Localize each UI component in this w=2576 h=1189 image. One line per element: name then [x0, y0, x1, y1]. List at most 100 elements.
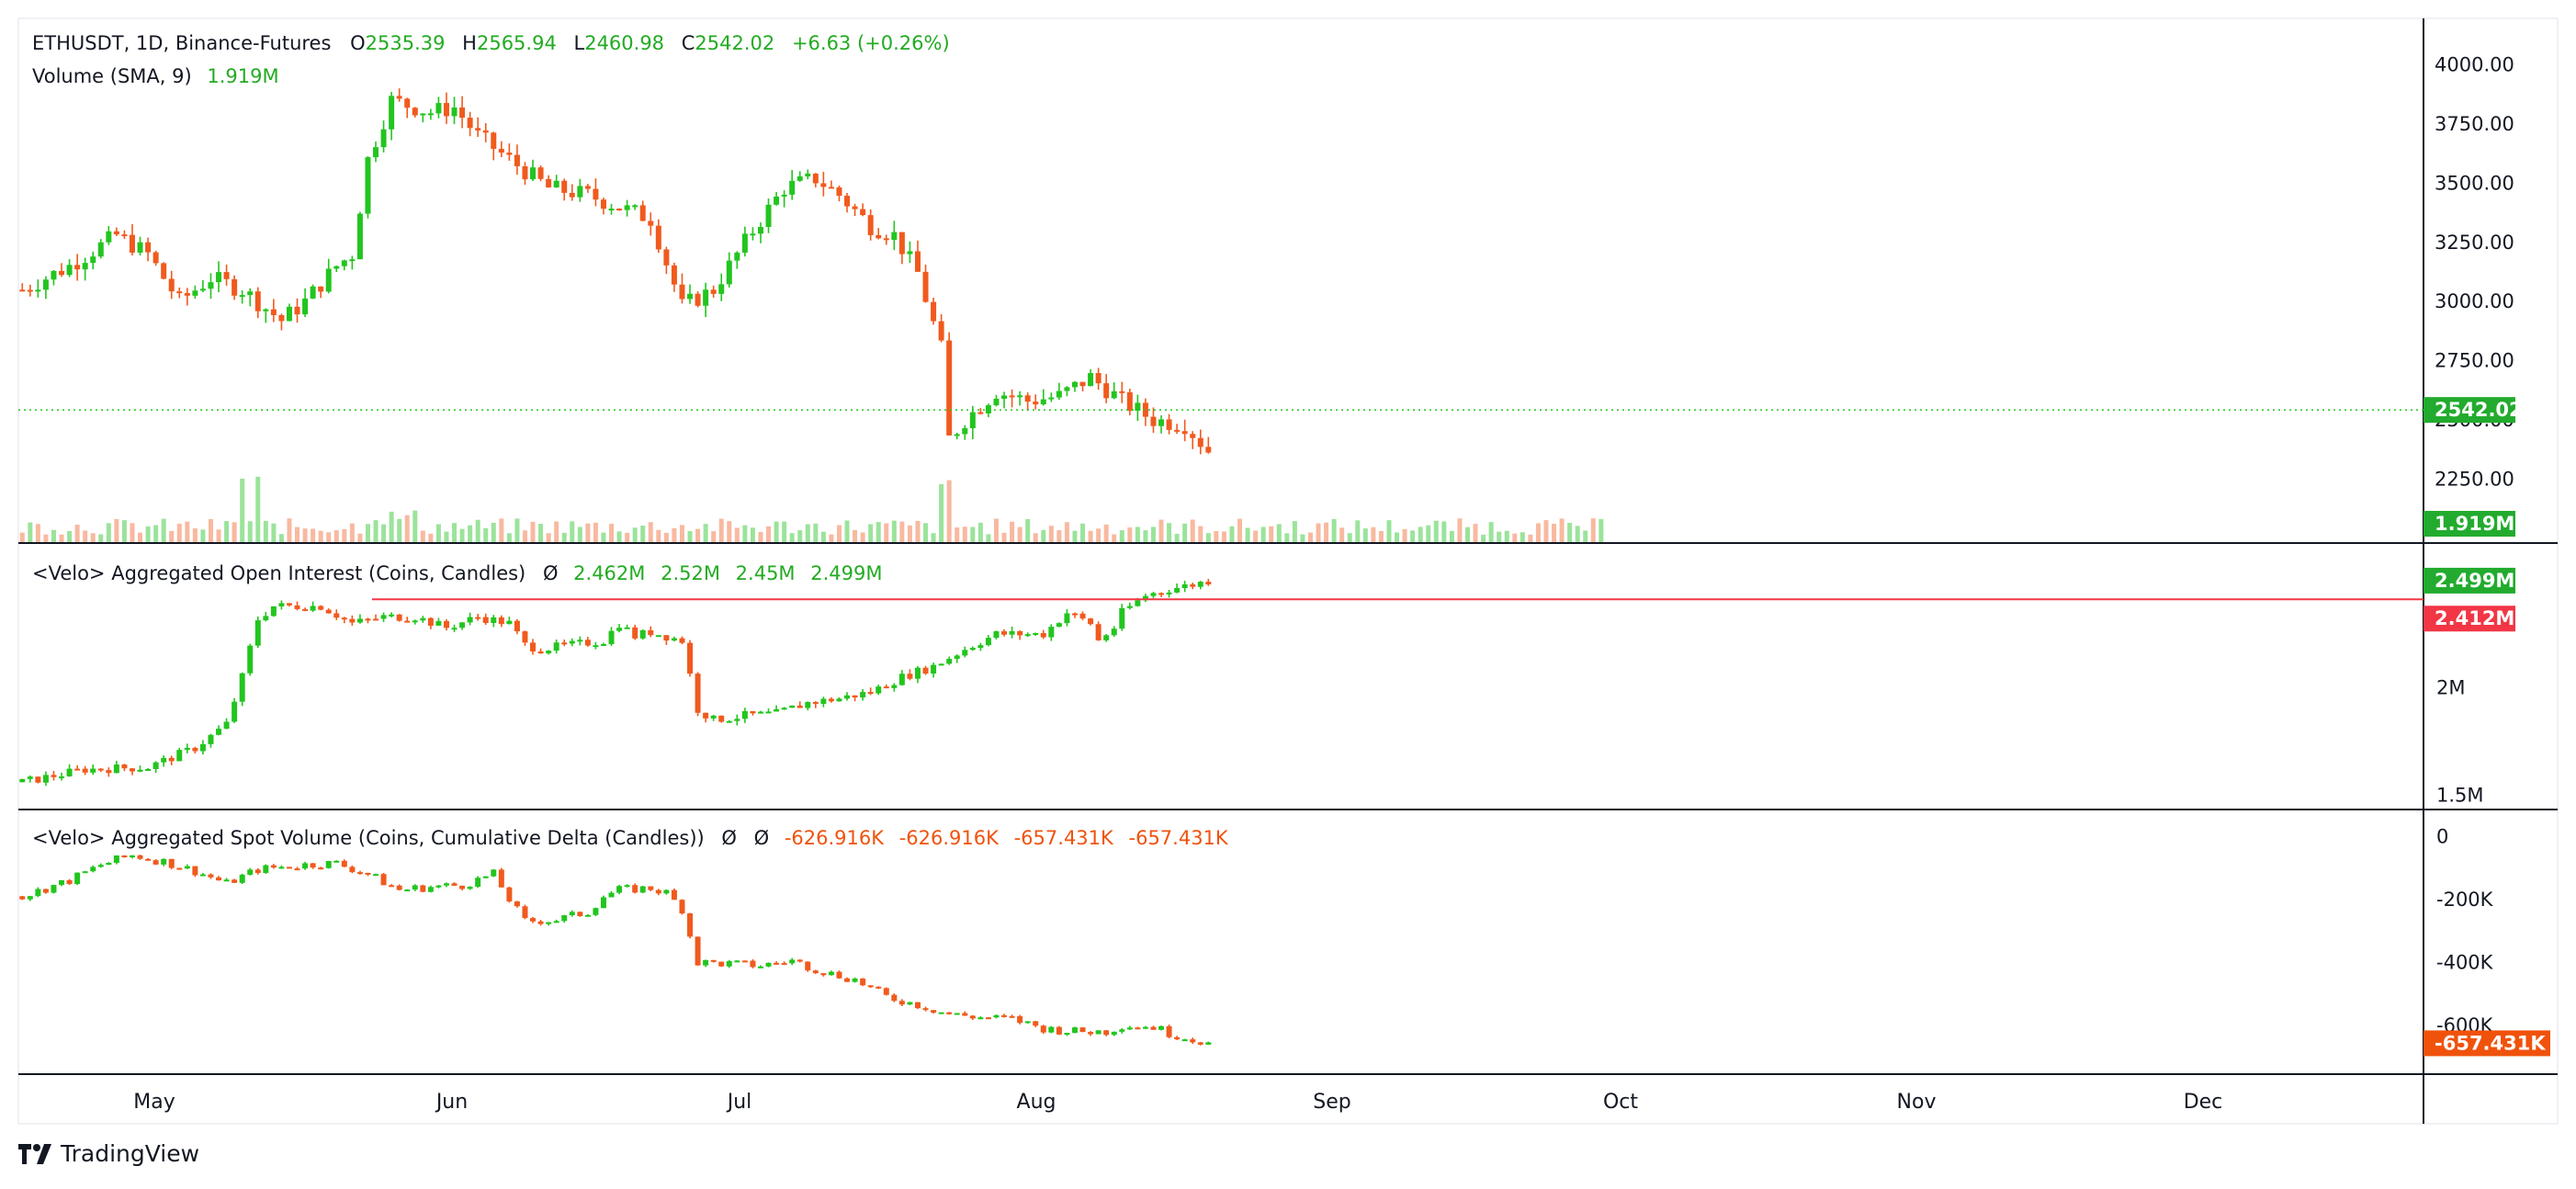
candle-body — [90, 866, 96, 872]
candle-body — [852, 695, 858, 698]
volume-bar — [90, 533, 96, 542]
candle-body — [1197, 437, 1203, 447]
candle-body — [1111, 628, 1117, 636]
candle-body — [860, 979, 866, 986]
volume-bar — [648, 522, 653, 542]
volume-bar — [946, 480, 952, 542]
spot-low: -657.431K — [1013, 827, 1113, 849]
candle-body — [655, 889, 661, 894]
candle-body — [679, 900, 685, 914]
candle-body — [129, 855, 135, 858]
candle-body — [954, 655, 960, 660]
price-pane[interactable] — [18, 88, 2423, 542]
candle-body — [1009, 395, 1015, 398]
candle-body — [789, 959, 796, 964]
candle-body — [1040, 1025, 1046, 1033]
candle-body — [553, 921, 559, 923]
volume-bar — [1347, 533, 1352, 542]
candle-body — [695, 936, 701, 966]
candle-body — [247, 645, 254, 674]
candle-body — [1001, 1014, 1008, 1017]
candle-body — [671, 265, 677, 285]
candle-body — [954, 1013, 960, 1015]
candle-body — [703, 712, 709, 719]
candle-body — [828, 971, 834, 976]
candle-body — [977, 412, 984, 414]
volume-legend-value: 1.919M — [207, 65, 279, 87]
volume-bar — [1245, 527, 1250, 542]
volume-bar — [514, 518, 520, 542]
volume-bar — [444, 531, 449, 542]
volume-bar — [459, 528, 465, 542]
candle-body — [59, 776, 65, 778]
volume-bar — [625, 532, 630, 542]
candle-body — [482, 130, 489, 133]
spot-volume-pane[interactable] — [19, 855, 1212, 1046]
candle-body — [1174, 587, 1181, 593]
volume-bar — [939, 483, 944, 542]
volume-bar — [1174, 533, 1180, 542]
candle-body — [1119, 391, 1125, 393]
oi-last-badge — [2423, 567, 2515, 594]
candle-body — [648, 886, 654, 890]
close-label: C — [681, 32, 695, 54]
candle-body — [247, 869, 254, 875]
candle-body — [765, 962, 772, 967]
candle-body — [1064, 613, 1070, 624]
candle-body — [199, 743, 206, 752]
month-tick-label: Aug — [1017, 1091, 1056, 1114]
volume-bar — [1253, 530, 1259, 542]
volume-bar — [67, 530, 73, 542]
candle-body — [741, 711, 748, 719]
candle-body — [553, 642, 559, 651]
open-interest-pane[interactable] — [19, 578, 2423, 787]
candle-body — [427, 617, 434, 626]
candle-body — [898, 1001, 905, 1005]
oi-low: 2.45M — [735, 562, 796, 584]
candle-body — [639, 629, 646, 639]
volume-bar — [1229, 526, 1235, 542]
low-value: 2460.98 — [584, 32, 665, 54]
candle-body — [19, 778, 26, 783]
candle-body — [663, 889, 670, 894]
candle-body — [1158, 1025, 1165, 1030]
volume-bar — [1088, 530, 1093, 542]
candle-body — [1064, 1033, 1070, 1036]
candle-body — [852, 979, 858, 982]
candle-body — [270, 309, 277, 315]
volume-badge — [2423, 511, 2515, 537]
candle-body — [232, 701, 238, 722]
volume-bar — [860, 532, 865, 542]
candle-body — [1126, 391, 1133, 412]
tradingview-logo[interactable]: TradingView — [18, 1140, 199, 1167]
candle-body — [443, 103, 449, 117]
candle-body — [278, 314, 285, 322]
volume-bar — [452, 523, 458, 542]
candle-body — [663, 635, 670, 641]
candle-body — [530, 918, 537, 922]
change-value: +6.63 (+0.26%) — [791, 32, 950, 54]
volume-bar — [663, 532, 669, 542]
candle-body — [1079, 1027, 1086, 1033]
volume-bar — [1331, 518, 1337, 542]
volume-bar — [1378, 530, 1384, 542]
candle-body — [922, 667, 929, 674]
candle-body — [1009, 630, 1015, 635]
price-tick-label: 3500.00 — [2435, 172, 2514, 194]
candle-body — [208, 734, 214, 744]
volume-bar — [766, 526, 772, 542]
volume-bar — [986, 534, 991, 542]
candle-body — [153, 860, 159, 865]
volume-bar — [993, 518, 999, 542]
candle-body — [365, 872, 371, 875]
candle-body — [993, 398, 1000, 406]
candle-body — [467, 118, 473, 129]
volume-bar — [1167, 523, 1172, 542]
candle-body — [498, 617, 504, 625]
candle-body — [1040, 632, 1046, 638]
candle-body — [922, 271, 929, 302]
volume-bar — [499, 518, 504, 542]
volume-bar — [907, 525, 912, 542]
volume-bar — [153, 525, 159, 542]
volume-bar — [1205, 533, 1211, 542]
